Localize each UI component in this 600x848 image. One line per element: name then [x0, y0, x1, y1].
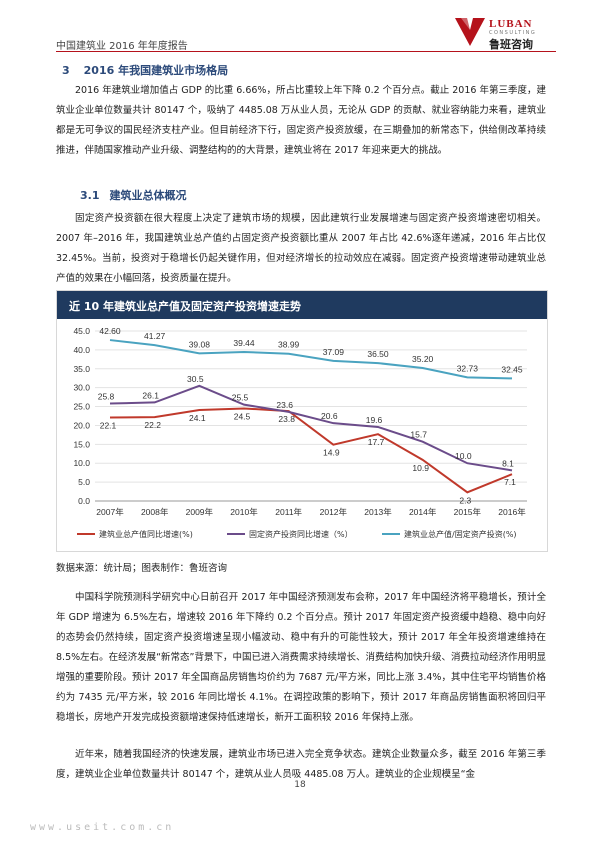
- logo-english-sub: CONSULTING: [489, 30, 537, 36]
- data-label: 24.5: [234, 411, 251, 421]
- section-3-heading: 3 2016 年我国建筑业市场格局: [62, 62, 228, 78]
- data-label: 10.9: [412, 463, 429, 473]
- subsection-number: 3.1: [80, 189, 100, 202]
- y-tick-label: 5.0: [78, 477, 90, 487]
- section-3-1-paragraph: 固定资产投资额在很大程度上决定了建筑市场的规模，因此建筑行业发展增速与固定资产投…: [56, 213, 546, 284]
- data-label: 32.45: [501, 364, 523, 374]
- x-tick-label: 2016年: [498, 507, 526, 517]
- data-label: 14.9: [323, 448, 340, 458]
- document-title: 中国建筑业 2016 年年度报告: [56, 41, 188, 52]
- y-tick-label: 30.0: [73, 383, 90, 393]
- data-source: 数据来源：统计局；图表制作：鲁班咨询: [56, 563, 228, 574]
- x-tick-label: 2015年: [454, 507, 482, 517]
- data-label: 15.7: [410, 430, 427, 440]
- y-tick-label: 25.0: [73, 402, 90, 412]
- data-label: 37.09: [323, 347, 345, 357]
- data-label: 25.5: [232, 393, 249, 403]
- data-label: 17.7: [368, 437, 385, 447]
- legend-label: 建筑业总产值/固定资产投资(%): [404, 529, 517, 539]
- series-line-1: [109, 384, 513, 472]
- y-tick-label: 45.0: [73, 326, 90, 336]
- data-label: 42.60: [99, 326, 121, 336]
- page-number: 18: [294, 780, 306, 790]
- section-number: 3: [62, 64, 70, 77]
- x-tick-label: 2009年: [186, 507, 214, 517]
- growth-trend-chart: 近 10 年建筑业总产值及固定资产投资增速走势 0.0 5.0 10.0 15.0 20…: [56, 290, 548, 552]
- series-line-0: [109, 407, 513, 494]
- data-label: 22.1: [100, 421, 117, 431]
- data-label: 25.8: [98, 392, 115, 402]
- watermark: www.useit.com.cn: [30, 822, 175, 833]
- data-label: 39.44: [233, 338, 255, 348]
- data-label: 2.3: [459, 495, 471, 505]
- data-label: 19.6: [366, 415, 383, 425]
- y-tick-label: 40.0: [73, 345, 90, 355]
- legend-label: 建筑业总产值同比增速(%): [99, 529, 193, 539]
- data-label: 35.20: [412, 354, 434, 364]
- data-label: 20.6: [321, 411, 338, 421]
- data-label: 10.0: [455, 451, 472, 461]
- section-3-paragraph: 2016 年建筑业增加值占 GDP 的比重 6.66%，所占比重较上年下降 0.…: [56, 85, 547, 156]
- x-tick-label: 2007年: [96, 507, 124, 517]
- logo-english: LUBAN: [489, 18, 533, 30]
- data-label: 39.08: [189, 339, 211, 349]
- data-label: 8.1: [502, 458, 514, 468]
- section-3-1-heading: 3.1 建筑业总体概况: [80, 187, 187, 203]
- legend-label: 固定资产投资同比增速（%）: [249, 529, 353, 539]
- x-tick-label: 2013年: [364, 507, 392, 517]
- header-rule: [56, 51, 556, 52]
- luban-logo: LUBAN CONSULTING 鲁班咨询: [455, 8, 555, 52]
- chart-title-bar: 近 10 年建筑业总产值及固定资产投资增速走势: [57, 291, 547, 319]
- x-tick-label: 2014年: [409, 507, 437, 517]
- y-tick-label: 35.0: [73, 364, 90, 374]
- data-label: 24.1: [189, 413, 206, 423]
- x-tick-label: 2010年: [230, 507, 258, 517]
- series-line-2: [109, 339, 513, 380]
- y-tick-label: 20.0: [73, 420, 90, 430]
- logo-mark-icon: [455, 18, 485, 46]
- logo-chinese: 鲁班咨询: [489, 38, 533, 51]
- data-label: 22.2: [144, 420, 161, 430]
- data-label: 23.8: [278, 414, 295, 424]
- section-title: 2016 年我国建筑业市场格局: [83, 64, 229, 77]
- data-label: 26.1: [142, 390, 159, 400]
- data-label: 38.99: [278, 340, 300, 350]
- data-label: 30.5: [187, 374, 204, 384]
- y-tick-label: 0.0: [78, 496, 90, 506]
- subsection-title: 建筑业总体概况: [109, 189, 187, 202]
- data-label: 41.27: [144, 331, 166, 341]
- data-label: 7.1: [504, 477, 516, 487]
- data-label: 23.6: [276, 400, 293, 410]
- y-tick-label: 10.0: [73, 458, 90, 468]
- data-label: 36.50: [367, 349, 389, 359]
- data-label: 32.73: [457, 363, 479, 373]
- x-tick-label: 2008年: [141, 507, 169, 517]
- chart-title: 近 10 年建筑业总产值及固定资产投资增速走势: [69, 300, 301, 313]
- y-tick-label: 15.0: [73, 439, 90, 449]
- page-header: 中国建筑业 2016 年年度报告 LUBAN CONSULTING 鲁班咨询: [0, 0, 600, 58]
- market-paragraph: 近年来，随着我国经济的快速发展，建筑业市场已进入完全竞争状态。建筑企业数量众多，…: [56, 749, 546, 780]
- forecast-paragraph: 中国科学院预测科学研究中心日前召开 2017 年中国经济预测发布会称，2017 …: [56, 592, 546, 723]
- x-tick-label: 2012年: [320, 507, 348, 517]
- line-chart-svg: 0.0 5.0 10.0 15.0 20.0 25.0 30.0 35.0 40.0 45.0 20…: [73, 326, 527, 539]
- x-tick-label: 2011年: [275, 507, 302, 517]
